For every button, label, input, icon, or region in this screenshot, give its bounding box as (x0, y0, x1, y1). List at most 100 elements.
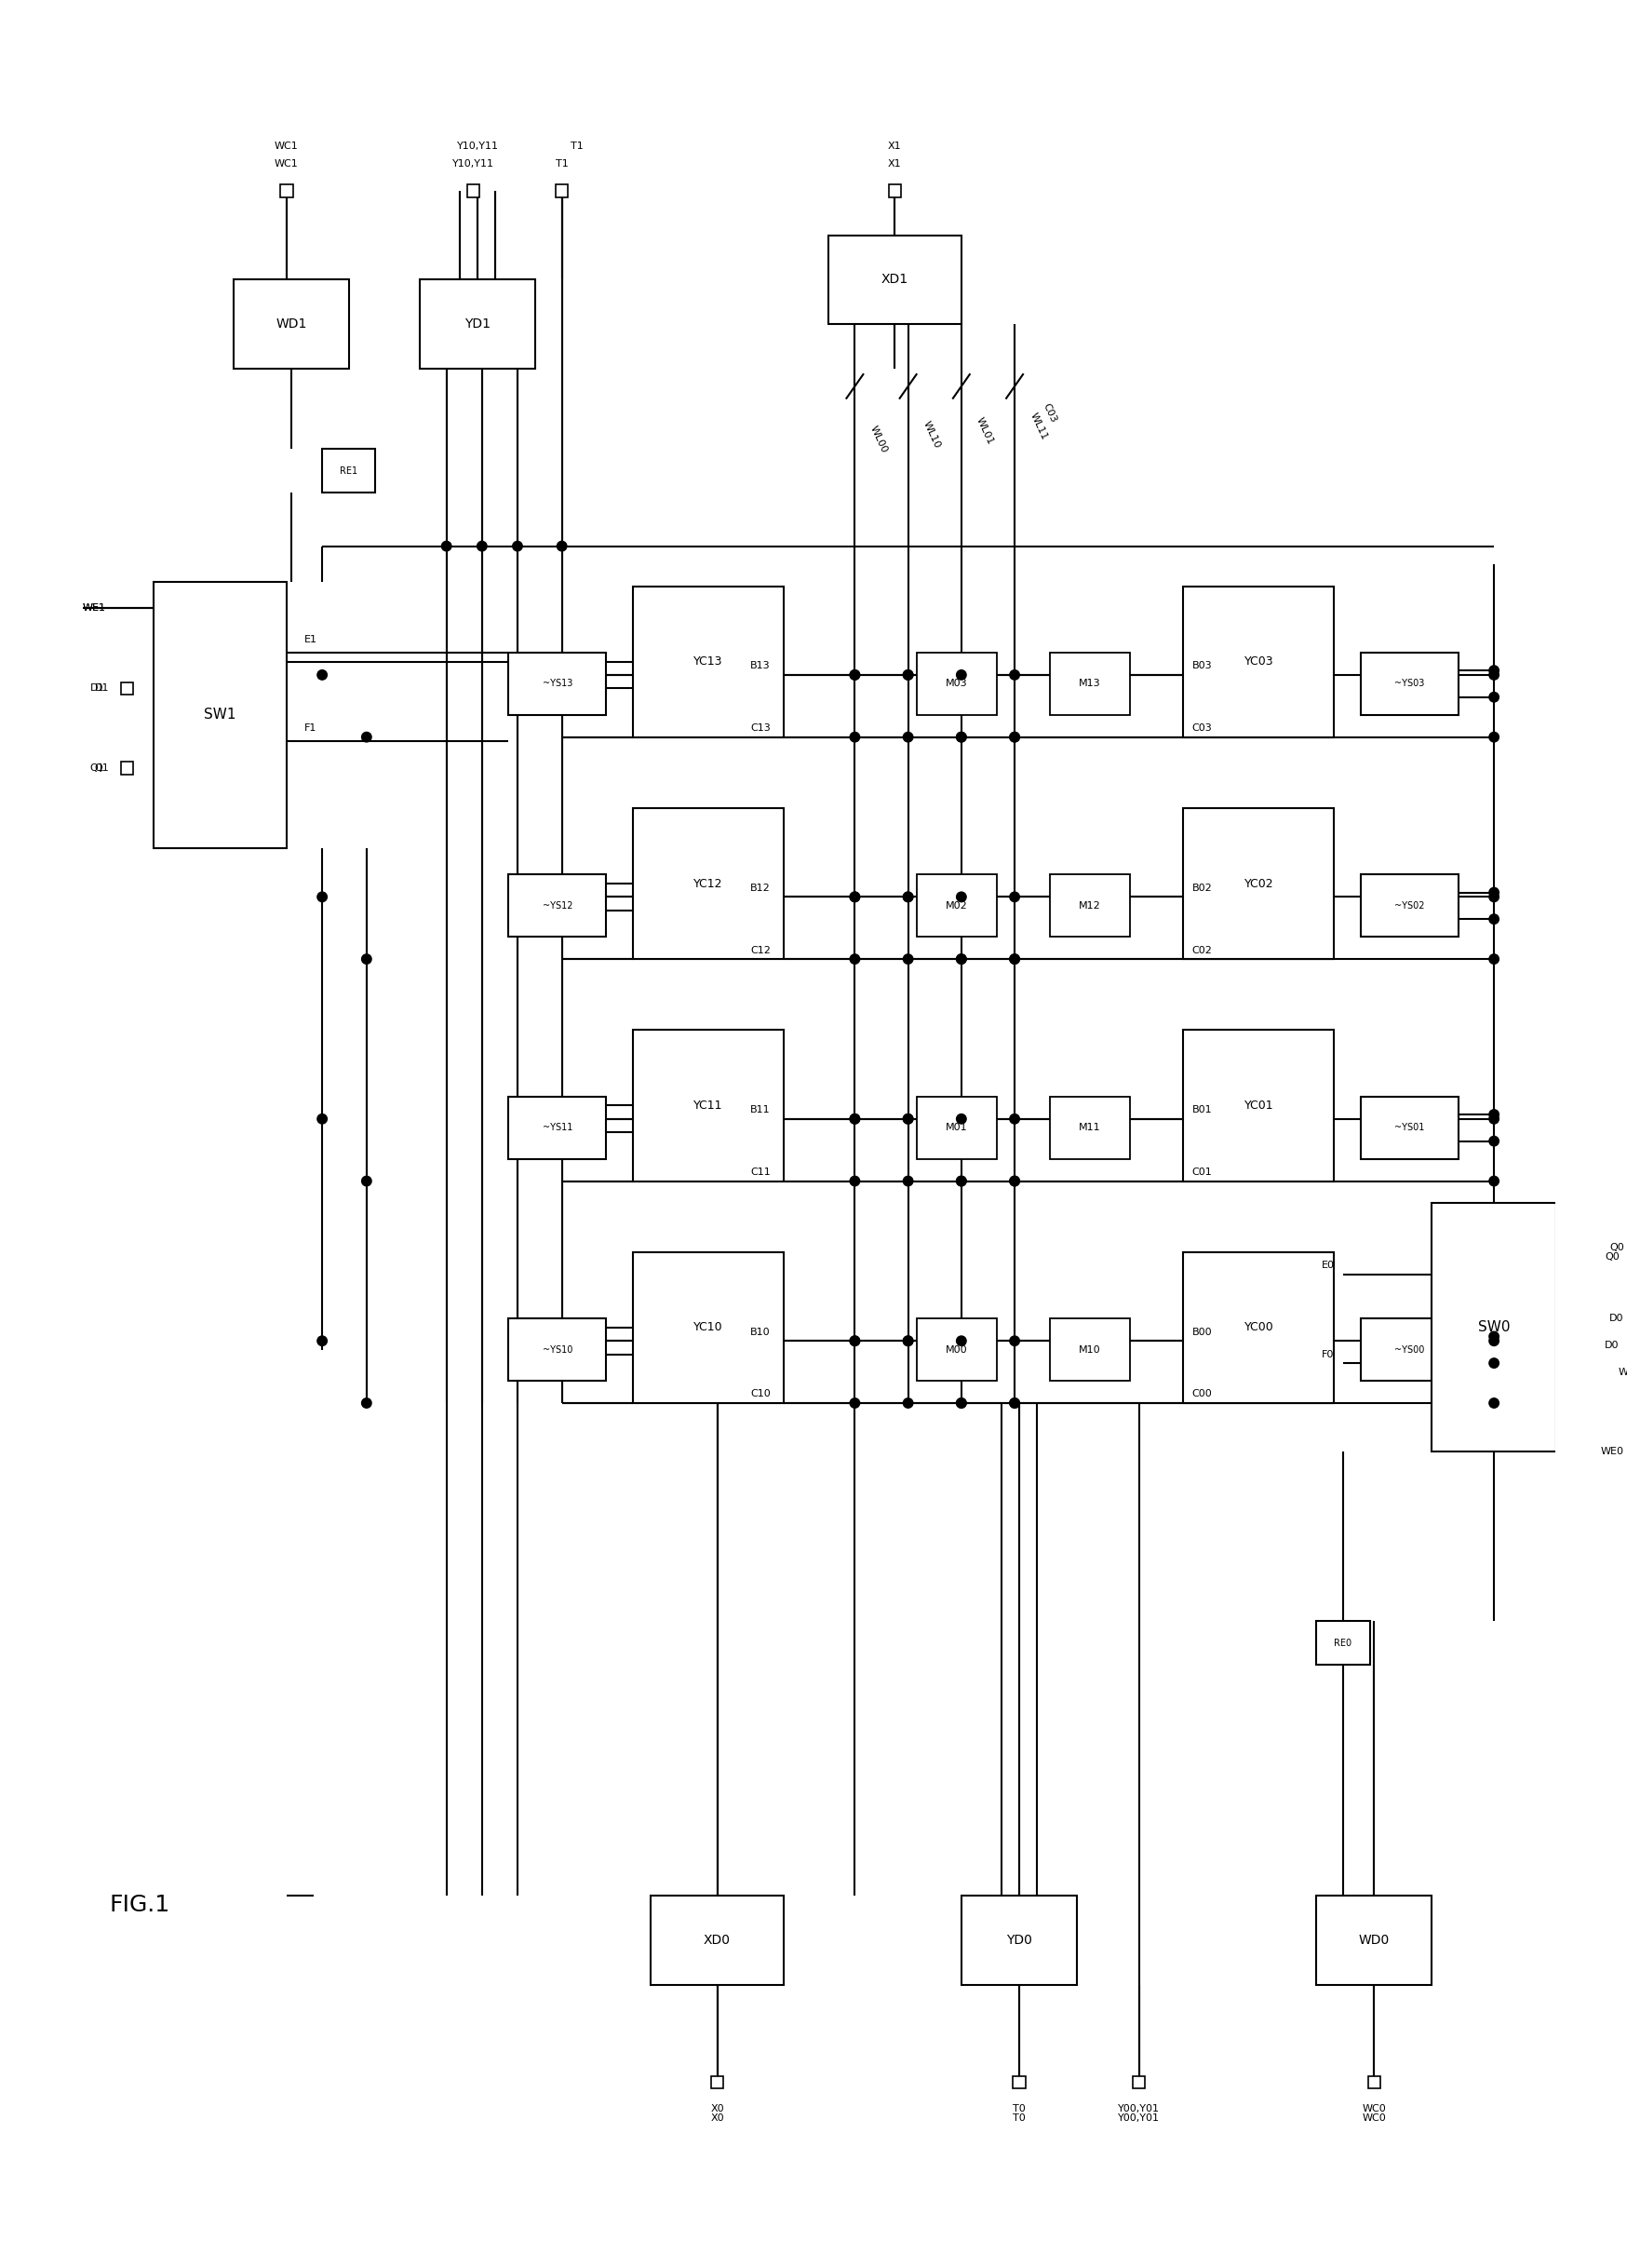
Circle shape (849, 669, 859, 680)
Circle shape (1009, 1336, 1019, 1345)
Text: M11: M11 (1079, 1123, 1100, 1132)
Bar (633, 807, 783, 959)
Circle shape (957, 1114, 966, 1123)
Circle shape (849, 733, 859, 742)
Circle shape (957, 1336, 966, 1345)
Circle shape (1009, 891, 1019, 903)
Circle shape (1489, 887, 1498, 898)
Text: WE1: WE1 (83, 603, 106, 612)
Circle shape (1009, 669, 1019, 680)
Circle shape (1489, 955, 1498, 964)
Text: T1: T1 (571, 143, 582, 152)
Text: B11: B11 (750, 1105, 770, 1114)
Bar (633, 585, 783, 737)
Bar (916, 875, 996, 937)
Text: M01: M01 (945, 1123, 968, 1132)
Text: E0: E0 (1321, 1261, 1334, 1270)
Text: YC03: YC03 (1243, 655, 1272, 667)
Text: YC00: YC00 (1243, 1322, 1272, 1334)
Text: YC12: YC12 (693, 878, 722, 889)
Bar (508, 1098, 605, 1159)
Text: B03: B03 (1191, 662, 1212, 671)
Circle shape (849, 1336, 859, 1345)
Circle shape (957, 891, 966, 903)
Circle shape (1489, 1359, 1498, 1368)
Circle shape (903, 733, 913, 742)
Circle shape (849, 1177, 859, 1186)
Bar (467, 184, 478, 197)
Text: E1: E1 (304, 635, 317, 644)
Text: YC02: YC02 (1243, 878, 1272, 889)
Bar (322, 449, 376, 492)
Text: ~YS10: ~YS10 (542, 1345, 573, 1354)
Text: X1: X1 (887, 159, 901, 168)
Circle shape (957, 669, 966, 680)
Bar (1012, 2075, 1025, 2089)
Bar (916, 653, 996, 714)
Text: Y10,Y11: Y10,Y11 (456, 143, 498, 152)
Text: C01: C01 (1191, 1168, 1212, 1177)
Circle shape (1489, 692, 1498, 703)
Text: RE1: RE1 (340, 465, 358, 476)
Text: Q1: Q1 (94, 764, 109, 773)
Bar (711, 2075, 722, 2089)
Circle shape (849, 1114, 859, 1123)
Text: C10: C10 (750, 1390, 770, 1399)
Bar (508, 875, 605, 937)
Circle shape (1009, 733, 1019, 742)
Bar (1049, 1098, 1129, 1159)
Bar (555, 184, 568, 197)
Text: Y00,Y01: Y00,Y01 (1118, 2114, 1158, 2123)
Text: WD1: WD1 (275, 318, 306, 331)
Circle shape (849, 1114, 859, 1123)
Circle shape (903, 891, 913, 903)
Circle shape (1489, 733, 1498, 742)
Circle shape (903, 1336, 913, 1345)
Circle shape (477, 542, 486, 551)
Bar (1183, 1030, 1334, 1182)
Text: T0: T0 (1012, 2114, 1025, 2123)
Circle shape (903, 891, 913, 903)
Circle shape (903, 1114, 913, 1123)
Text: ~YS02: ~YS02 (1394, 900, 1424, 909)
Bar (916, 1318, 996, 1381)
Text: M02: M02 (945, 900, 968, 909)
Circle shape (361, 1397, 371, 1408)
Bar (633, 1030, 783, 1182)
Text: WC1: WC1 (275, 159, 298, 168)
Circle shape (957, 1177, 966, 1186)
Bar (1432, 1204, 1555, 1452)
Text: B00: B00 (1191, 1327, 1212, 1336)
Text: B02: B02 (1191, 882, 1212, 894)
Circle shape (1009, 1397, 1019, 1408)
Text: WC0: WC0 (1362, 2114, 1385, 2123)
Text: WL00: WL00 (867, 424, 888, 456)
Text: WE0: WE0 (1617, 1368, 1627, 1377)
Text: M03: M03 (945, 678, 968, 689)
Circle shape (361, 733, 371, 742)
Text: C02: C02 (1191, 946, 1212, 955)
Text: ~YS03: ~YS03 (1394, 678, 1424, 689)
Text: WL11: WL11 (1027, 411, 1048, 442)
Text: Q0: Q0 (1604, 1252, 1619, 1261)
Bar (153, 581, 286, 848)
Bar (1360, 1318, 1458, 1381)
Bar (233, 279, 348, 367)
Circle shape (1489, 669, 1498, 680)
Bar (1183, 585, 1334, 737)
Text: SW0: SW0 (1477, 1320, 1510, 1334)
Bar (1183, 1252, 1334, 1404)
Text: B10: B10 (750, 1327, 770, 1336)
Circle shape (849, 955, 859, 964)
Bar (633, 1252, 783, 1404)
Circle shape (1489, 1397, 1498, 1408)
Bar (1316, 1622, 1368, 1665)
Circle shape (441, 542, 451, 551)
Bar (651, 1896, 783, 1984)
Circle shape (903, 669, 913, 680)
Circle shape (903, 955, 913, 964)
Circle shape (361, 1177, 371, 1186)
Text: XD1: XD1 (880, 272, 908, 286)
Circle shape (903, 1177, 913, 1186)
Circle shape (849, 891, 859, 903)
